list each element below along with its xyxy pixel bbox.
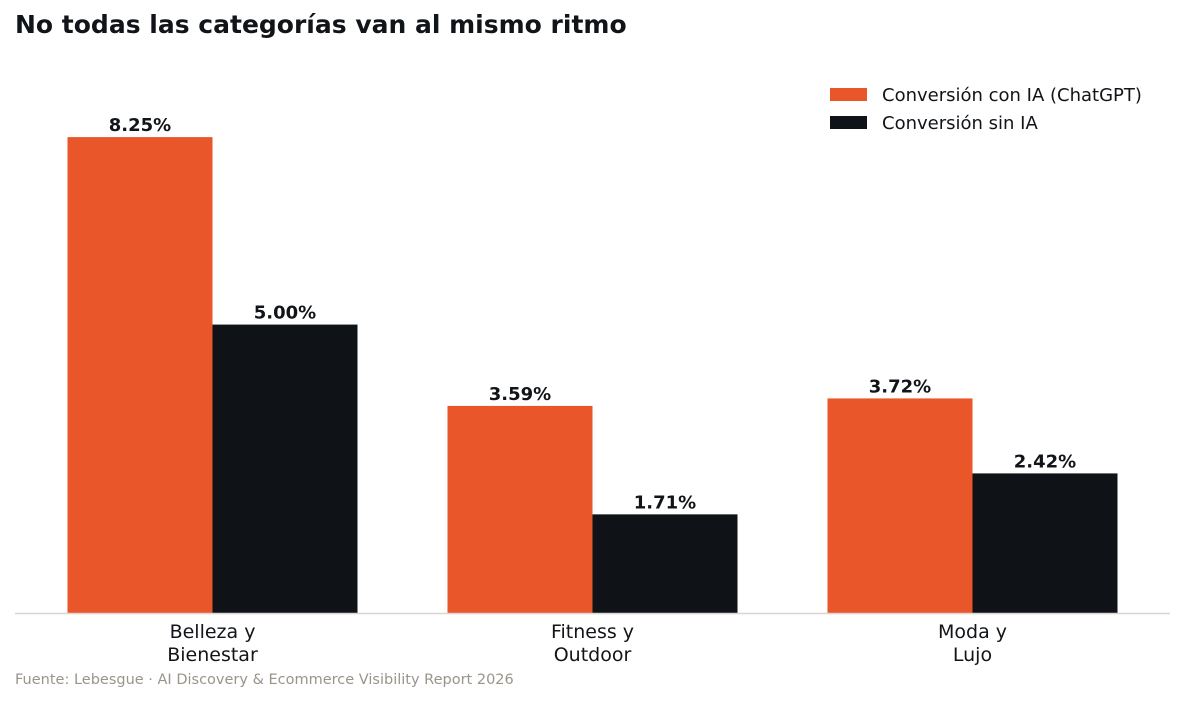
bar (827, 398, 973, 613)
x-tick-label: Bienestar (167, 644, 258, 666)
data-label: 1.71% (634, 492, 696, 513)
data-label: 2.42% (1014, 451, 1076, 472)
data-label: 8.25% (109, 115, 171, 136)
bar (447, 405, 593, 613)
x-tick-label: Outdoor (554, 644, 632, 666)
x-tick-label: Lujo (953, 644, 992, 666)
bar (67, 137, 213, 613)
x-tick-label: Fitness y (551, 621, 634, 643)
data-label: 5.00% (254, 303, 316, 324)
legend-label: Conversión sin IA (882, 113, 1038, 134)
bar (212, 324, 358, 613)
source-note: Fuente: Lebesgue · AI Discovery & Ecomme… (15, 672, 514, 688)
chart-title: No todas las categorías van al mismo rit… (15, 10, 627, 39)
bar (972, 473, 1118, 613)
data-label: 3.72% (869, 376, 931, 397)
bar (592, 514, 738, 613)
legend-label: Conversión con IA (ChatGPT) (882, 85, 1142, 106)
legend-swatch (830, 116, 867, 129)
x-tick-label: Moda y (938, 621, 1007, 643)
x-tick-label: Belleza y (170, 621, 256, 643)
legend-swatch (830, 88, 867, 101)
data-label: 3.59% (489, 384, 551, 405)
